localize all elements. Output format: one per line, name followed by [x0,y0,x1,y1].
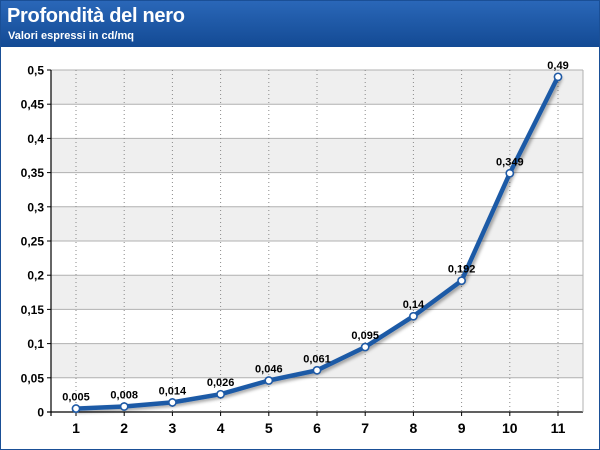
data-point [553,72,563,82]
y-tick-labels: 0 0,05 0,1 0,15 0,2 0,25 0,3 0,35 0,4 0,45 0,5 [21,64,45,420]
y-tick-label: 0,25 [21,235,45,249]
y-tick-label: 0,5 [27,64,44,78]
x-tick-label: 1 [72,420,80,436]
data-label: 0,026 [207,377,235,389]
data-point [457,276,466,286]
x-tick-label: 10 [502,420,518,436]
data-label: 0,49 [547,60,568,72]
y-tick-label: 0,2 [27,269,44,283]
data-label: 0,14 [403,299,425,311]
data-label: 0,008 [110,390,138,402]
x-tick-label: 4 [217,420,225,436]
data-point [360,342,370,352]
y-tick-label: 0,45 [21,98,45,112]
axes [47,69,584,416]
data-point [119,402,129,411]
data-labels: 0,005 0,008 0,014 0,026 0,046 0,061 0,095 0,14 0… [62,60,568,404]
x-tick-label: 9 [458,420,466,436]
data-label: 0,349 [496,156,524,168]
y-tick-label: 0 [37,406,44,420]
grid-bands [51,70,583,378]
y-tick-label: 0,3 [27,200,44,214]
data-point [408,311,418,321]
data-label: 0,014 [159,385,187,397]
data-label: 0,005 [62,392,90,404]
data-point [505,168,515,178]
x-tick-label: 8 [410,420,418,436]
y-tick-label: 0,4 [27,132,44,146]
x-tick-label: 3 [169,420,177,436]
y-tick-label: 0,1 [27,337,44,351]
x-tick-label: 2 [120,420,128,436]
y-tick-label: 0,15 [21,303,45,317]
chart-subtitle: Valori espressi in cd/mq [8,30,134,42]
y-tick-label: 0,05 [21,371,45,385]
data-label: 0,192 [448,264,476,276]
x-tick-label: 6 [313,420,321,436]
grid-band [51,206,583,241]
data-point [312,365,322,375]
data-label: 0,095 [351,330,379,342]
chart-header: Profondità del nero Valori espressi in c… [1,1,599,47]
x-tick-label: 11 [551,420,566,436]
data-point [264,376,274,385]
x-tick-label: 7 [361,420,369,436]
x-tick-label: 5 [265,420,273,436]
grid-band [51,275,583,310]
data-label: 0,046 [255,364,283,376]
grid-band [51,70,583,105]
data-point [71,404,81,413]
chart-title: Profondità del nero [7,5,185,27]
data-point [216,389,225,399]
data-label: 0,061 [303,353,331,365]
x-tick-labels: 1 2 3 4 5 6 7 8 9 10 11 [72,420,566,436]
data-point [167,398,177,407]
y-tick-label: 0,35 [21,166,45,180]
data-points [71,72,563,413]
